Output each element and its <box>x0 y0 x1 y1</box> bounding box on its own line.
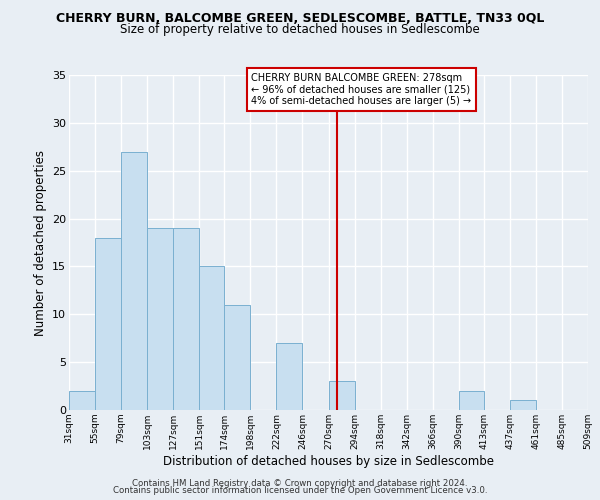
Text: Contains HM Land Registry data © Crown copyright and database right 2024.: Contains HM Land Registry data © Crown c… <box>132 478 468 488</box>
Text: Contains public sector information licensed under the Open Government Licence v3: Contains public sector information licen… <box>113 486 487 495</box>
Bar <box>147 228 173 410</box>
Text: CHERRY BURN BALCOMBE GREEN: 278sqm
← 96% of detached houses are smaller (125)
4%: CHERRY BURN BALCOMBE GREEN: 278sqm ← 96%… <box>251 73 472 106</box>
Bar <box>277 343 302 410</box>
Bar <box>95 238 121 410</box>
Y-axis label: Number of detached properties: Number of detached properties <box>34 150 47 336</box>
Bar <box>173 228 199 410</box>
X-axis label: Distribution of detached houses by size in Sedlescombe: Distribution of detached houses by size … <box>163 454 494 468</box>
Bar <box>510 400 536 410</box>
Bar <box>329 382 355 410</box>
Bar <box>199 266 224 410</box>
Bar <box>69 391 95 410</box>
Bar <box>459 391 484 410</box>
Bar <box>121 152 147 410</box>
Text: Size of property relative to detached houses in Sedlescombe: Size of property relative to detached ho… <box>120 22 480 36</box>
Text: CHERRY BURN, BALCOMBE GREEN, SEDLESCOMBE, BATTLE, TN33 0QL: CHERRY BURN, BALCOMBE GREEN, SEDLESCOMBE… <box>56 12 544 26</box>
Bar <box>224 304 250 410</box>
